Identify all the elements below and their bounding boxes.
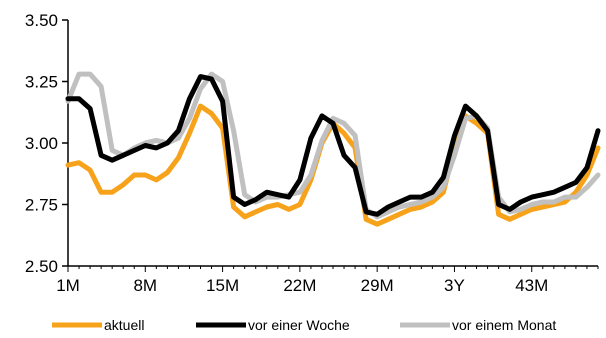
y-tick-label: 2.50 bbox=[25, 257, 58, 276]
x-tick-label: 29M bbox=[361, 276, 394, 295]
x-tick-label: 22M bbox=[283, 276, 316, 295]
y-tick-label: 3.25 bbox=[25, 73, 58, 92]
x-tick-label: 1M bbox=[56, 276, 80, 295]
y-tick-label: 3.00 bbox=[25, 134, 58, 153]
series-lines bbox=[65, 71, 601, 227]
legend-label: aktuell bbox=[104, 317, 144, 333]
series-line-1 bbox=[65, 74, 601, 217]
y-axis: 2.50 2.75 3.00 3.25 3.50 bbox=[25, 11, 69, 276]
x-tick-label: 43M bbox=[515, 276, 548, 295]
legend-label: vor einem Monat bbox=[452, 317, 556, 333]
x-axis: 1M 8M 15M 22M 29M 3Y 43M bbox=[56, 265, 599, 295]
legend-label: vor einer Woche bbox=[248, 317, 350, 333]
y-tick-label: 2.75 bbox=[25, 196, 58, 215]
x-tick-label: 15M bbox=[206, 276, 239, 295]
legend: aktuell vor einer Woche vor einem Monat bbox=[52, 317, 556, 333]
x-tick-label: 8M bbox=[133, 276, 157, 295]
x-tick-label: 3Y bbox=[444, 276, 465, 295]
series-line-2 bbox=[65, 71, 601, 220]
y-tick-label: 3.50 bbox=[25, 11, 58, 30]
